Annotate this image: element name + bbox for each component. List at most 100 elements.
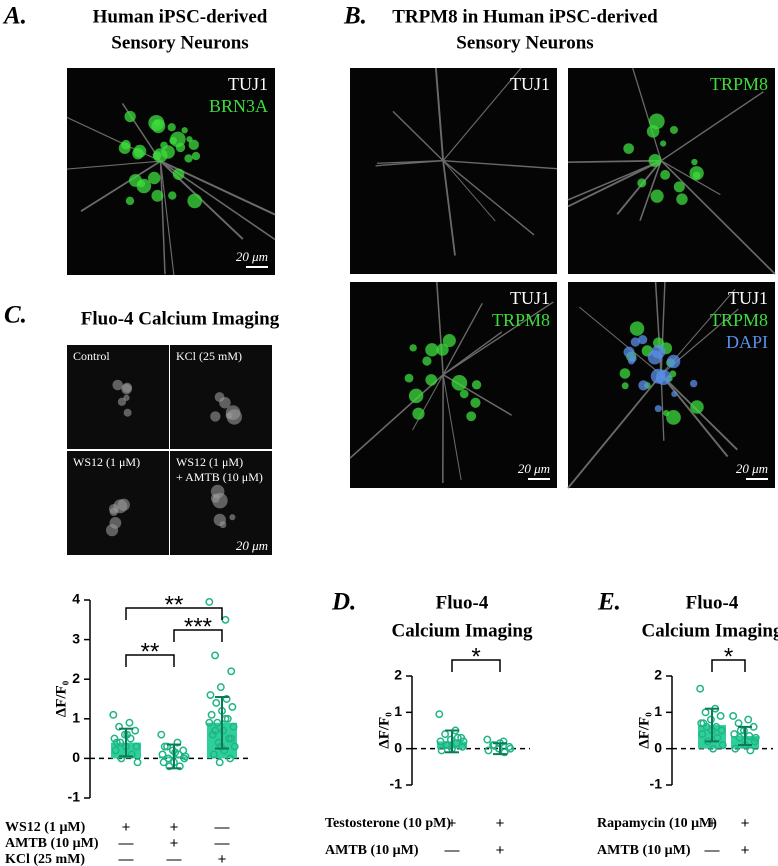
- neurite: [660, 160, 721, 196]
- data-point: [483, 735, 492, 744]
- cell: [466, 411, 477, 422]
- data-point: [157, 730, 166, 739]
- cell: [124, 110, 136, 123]
- cell: [167, 123, 176, 132]
- cell: [409, 344, 417, 352]
- image-label: + AMTB (10 μM): [176, 470, 263, 484]
- cell: [186, 136, 193, 143]
- image-label: WS12 (1 μM): [176, 455, 243, 469]
- neurite: [436, 281, 444, 375]
- data-point: [222, 695, 231, 703]
- cell: [692, 171, 701, 180]
- cell: [621, 382, 629, 390]
- cell: [471, 380, 482, 390]
- data-point: [215, 758, 224, 767]
- cell: [123, 408, 132, 417]
- data-point: [175, 762, 184, 771]
- cell: [451, 375, 468, 391]
- data-point: [735, 733, 744, 742]
- y-tick-label: 0: [394, 739, 402, 755]
- cell: [470, 397, 481, 408]
- data-point: [696, 684, 705, 693]
- y-tick-label: 1: [72, 710, 80, 726]
- cell: [690, 400, 704, 414]
- neurite: [442, 160, 496, 222]
- cell: [210, 411, 221, 422]
- y-tick-label: 4: [72, 591, 80, 607]
- neurite: [578, 306, 662, 376]
- significance-label: **: [141, 638, 160, 665]
- cell: [151, 189, 164, 202]
- cell: [646, 125, 660, 138]
- data-point: [446, 735, 455, 744]
- cell: [669, 125, 678, 134]
- neurite: [442, 301, 554, 376]
- neurite: [639, 160, 662, 221]
- channel-label: TRPM8: [492, 310, 550, 330]
- panel-title: Human iPSC-derived: [93, 6, 268, 27]
- panel-title: Calcium Imaging: [642, 620, 778, 641]
- data-point: [226, 754, 235, 763]
- neurite: [412, 374, 444, 431]
- condition-mark: +: [170, 835, 179, 852]
- significance-label: ***: [184, 613, 212, 640]
- panel-title: Fluo-4: [686, 592, 739, 613]
- scale-label: 20 μm: [236, 249, 268, 264]
- y-axis-label: ΔF/F₀: [53, 680, 69, 717]
- cell: [191, 151, 201, 161]
- significance-bracket: [125, 607, 223, 620]
- data-point: [110, 734, 119, 743]
- data-point: [751, 733, 760, 742]
- condition-mark: +: [448, 815, 457, 832]
- data-point: [437, 746, 446, 755]
- cell: [225, 405, 241, 420]
- cell: [436, 343, 449, 356]
- condition-mark: +: [496, 815, 505, 832]
- neurite: [442, 331, 503, 376]
- channel-label: TUJ1: [510, 74, 550, 94]
- significance-label: **: [165, 591, 184, 618]
- data-point: [216, 683, 225, 692]
- cell: [404, 373, 414, 383]
- condition-label: WS12 (1 μM): [5, 820, 86, 835]
- data-point: [213, 718, 222, 727]
- cell: [408, 388, 424, 404]
- cell: [669, 370, 677, 378]
- data-point: [459, 737, 468, 746]
- y-tick-label: 1: [394, 703, 402, 719]
- scale-label: 20 μm: [518, 461, 550, 476]
- condition-mark: +: [122, 819, 131, 836]
- y-tick-label: 2: [394, 667, 402, 683]
- cell: [651, 344, 666, 359]
- data-point: [111, 746, 120, 755]
- data-point: [730, 730, 739, 739]
- condition-mark: —: [119, 851, 134, 866]
- data-point: [158, 750, 167, 759]
- data-point: [159, 758, 168, 767]
- neurite: [349, 374, 444, 459]
- condition-mark: +: [708, 815, 717, 832]
- panel-title: Fluo-4: [436, 592, 489, 613]
- cell: [118, 142, 131, 155]
- data-point: [205, 718, 214, 727]
- data-point: [131, 726, 140, 735]
- data-point: [160, 742, 169, 751]
- cell: [133, 144, 147, 158]
- cell: [459, 389, 469, 399]
- cell: [219, 521, 227, 529]
- cell: [187, 193, 202, 209]
- data-point: [716, 712, 725, 720]
- data-point: [458, 742, 467, 751]
- cell: [168, 191, 177, 200]
- neurite: [567, 159, 662, 164]
- neurite: [660, 281, 666, 375]
- channel-label: TRPM8: [710, 74, 768, 94]
- neurite: [392, 110, 444, 162]
- data-point: [227, 667, 236, 676]
- data-point: [500, 748, 509, 757]
- panel-label: E.: [597, 589, 621, 616]
- condition-label: Rapamycin (10 μM): [597, 816, 717, 831]
- neurite: [616, 160, 662, 215]
- y-tick-label: 0: [72, 749, 80, 765]
